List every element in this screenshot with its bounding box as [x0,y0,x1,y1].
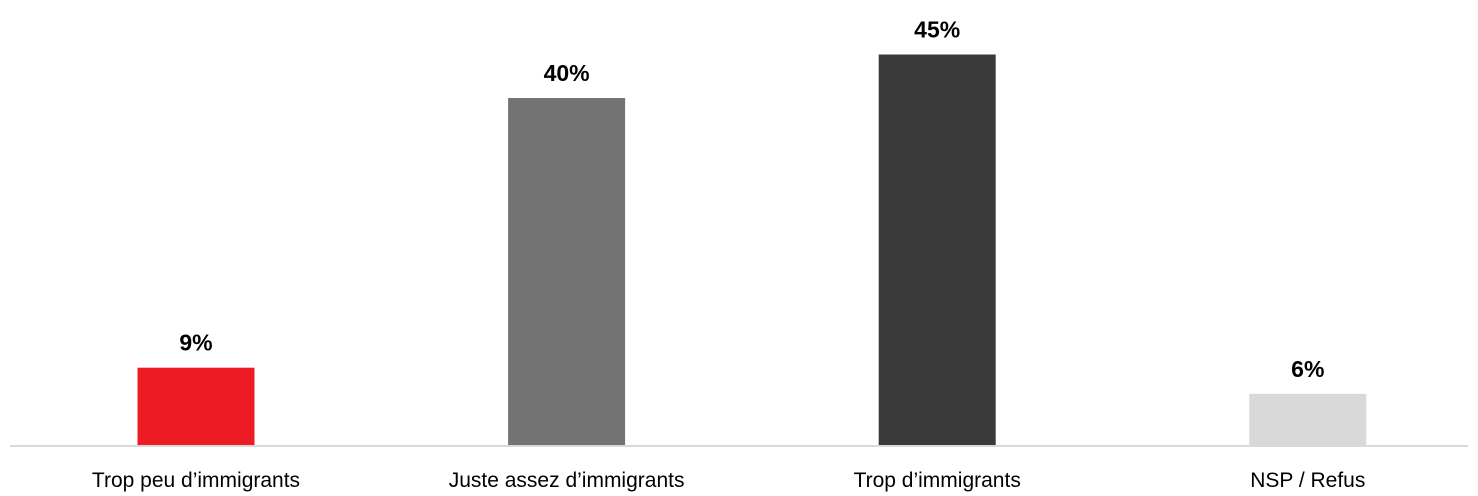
category-label-1: Juste assez d’immigrants [449,469,685,492]
category-label-0: Trop peu d’immigrants [92,469,300,492]
category-label-3: NSP / Refus [1250,469,1365,492]
bars-group [137,54,1367,446]
bar-2 [878,54,996,446]
value-label-2: 45% [914,17,960,43]
bar-3 [1249,393,1367,446]
bar-0 [137,367,255,446]
bar-1 [508,98,626,446]
value-labels-group: 9% 40% 45% 6% [179,17,1324,382]
value-label-1: 40% [544,60,590,86]
category-label-2: Trop d’immigrants [854,469,1021,492]
value-label-0: 9% [179,330,212,356]
value-label-3: 6% [1291,356,1324,382]
category-labels-group: Trop peu d’immigrants Juste assez d’immig… [92,469,1365,492]
